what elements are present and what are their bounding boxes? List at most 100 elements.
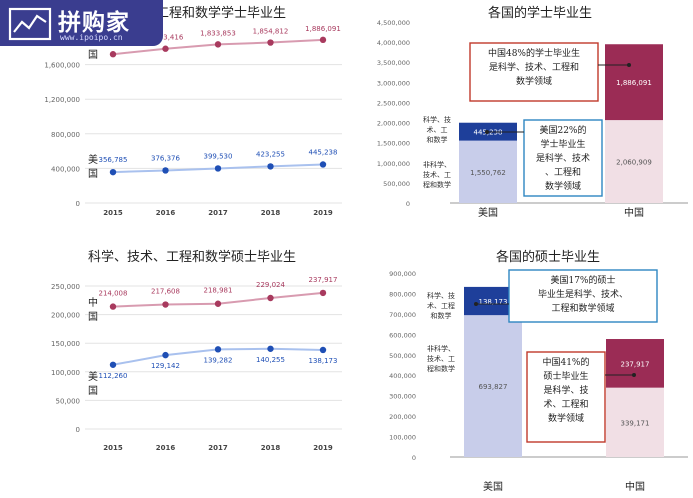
legend-label: 和数学 (431, 311, 452, 320)
series-name-label: 美 (88, 153, 98, 166)
x-tick-label: 2017 (208, 444, 228, 452)
logo-url: www.ipoipo.cn (60, 33, 123, 42)
data-point (319, 36, 327, 44)
y-tick-label: 500,000 (389, 352, 416, 360)
legend-label: 技术、工 (427, 354, 455, 363)
y-tick-label: 4,500,000 (377, 19, 410, 27)
y-tick-label: 250,000 (51, 283, 80, 291)
y-tick-label: 3,000,000 (377, 79, 410, 87)
data-point (109, 51, 117, 58)
series-name-label: 国 (88, 49, 98, 61)
bar-segment (459, 140, 517, 203)
data-label: 339,171 (621, 419, 650, 427)
annotation-text: 数学领域 (545, 180, 581, 192)
data-point (109, 168, 117, 176)
data-point (162, 301, 169, 308)
bar-chart-svg: 0 100,000 200,000 300,000 400,000 500,000 600,… (389, 269, 688, 493)
data-label: 129,142 (151, 362, 180, 370)
data-point (109, 303, 117, 310)
y-tick-label: 0 (406, 200, 410, 208)
annotation-pointer-dot (632, 373, 636, 377)
annotation-text: 是科学、技术 (536, 152, 590, 164)
y-tick-label: 1,600,000 (44, 62, 80, 70)
data-point (109, 361, 117, 368)
legend-label: 术、工 (427, 125, 448, 134)
bar-chart-svg: 0 500,000 1,000,000 1,500,000 2,000,000 2,500… (377, 19, 688, 219)
series-name-label: 国 (88, 168, 98, 180)
legend-label: 科学、技 (427, 291, 455, 300)
line-chart-svg: 0 50,000 100,000 150,000 200,000 250,000 2015 2… (51, 276, 342, 452)
legend-label: 程和数学 (427, 364, 455, 373)
data-label: 1,886,091 (616, 79, 652, 87)
annotation-text: 美国17%的硕士 (550, 274, 615, 286)
legend-label: 科学、技 (423, 115, 451, 124)
data-label: 2,060,909 (616, 159, 652, 167)
y-tick-label: 500,000 (383, 180, 410, 188)
y-tick-label: 200,000 (389, 413, 416, 421)
series-name-label: 国 (88, 311, 98, 323)
x-category-label: 美国 (483, 480, 503, 493)
data-label: 1,833,853 (200, 29, 236, 37)
data-point (162, 351, 169, 359)
data-label: 356,785 (99, 156, 128, 164)
data-label: 376,376 (151, 154, 180, 162)
data-point (162, 45, 169, 52)
annotation-text: 、工程和 (545, 167, 581, 178)
annotation-box (526, 351, 606, 443)
y-tick-label: 100,000 (389, 434, 416, 442)
data-label: 138,173 (479, 298, 508, 306)
site-logo: 拼购家 www.ipoipo.cn (0, 0, 163, 46)
data-label: 445,238 (309, 148, 338, 156)
annotation-box (469, 42, 599, 102)
data-point (267, 39, 274, 46)
y-tick-label: 100,000 (51, 369, 80, 377)
data-point (267, 345, 274, 352)
y-tick-label: 400,000 (51, 165, 80, 173)
data-label: 399,530 (204, 152, 233, 160)
annotation-text: 学士毕业生 (540, 138, 585, 150)
data-point (267, 294, 274, 302)
y-tick-label: 0 (76, 200, 80, 208)
logo-text: 拼购家 (58, 10, 130, 36)
annotation-text: 硕士毕业生 (543, 370, 588, 382)
annotation-text: 数学领域 (516, 75, 552, 87)
x-tick-label: 2018 (261, 209, 281, 217)
x-tick-label: 2016 (156, 209, 176, 217)
annotation-text: 工程和数学领域 (551, 302, 614, 314)
x-tick-label: 2019 (313, 209, 333, 217)
x-tick-label: 2015 (103, 209, 123, 217)
y-tick-label: 300,000 (389, 393, 416, 401)
data-label: 214,008 (99, 290, 128, 298)
annotation-pointer-dot (474, 302, 478, 306)
logo-chart-icon (8, 7, 52, 41)
legend-label: 技术、工 (423, 170, 451, 179)
y-tick-label: 1,500,000 (377, 140, 410, 148)
y-tick-label: 1,000,000 (377, 160, 410, 168)
bar-segment (605, 44, 663, 121)
data-point (214, 165, 222, 172)
y-tick-label: 700,000 (389, 311, 416, 319)
data-point (162, 167, 169, 174)
data-label: 237,917 (309, 276, 338, 284)
data-label: 1,783,416 (148, 34, 184, 42)
annotation-text: 数学领域 (548, 412, 584, 424)
bar-segment (606, 339, 664, 388)
legend-label: 非科学、 (427, 344, 455, 353)
x-tick-label: 2018 (261, 444, 281, 452)
annotation-text: 是科学、技 (543, 384, 588, 396)
legend-label: 程和数学 (423, 180, 451, 189)
annotation-text: 术、工程和 (543, 398, 588, 410)
y-tick-label: 0 (412, 454, 416, 462)
chart-title: 科学、技术、工程和数学硕士毕业生 (88, 250, 297, 265)
y-tick-label: 400,000 (389, 372, 416, 380)
data-label: 218,981 (204, 287, 233, 295)
line-chart-svg: 0 400,000 800,000 1,200,000 1,600,000 2015 201… (44, 25, 342, 217)
annotation-text: 是科学、技术、工程和 (489, 61, 579, 73)
data-point (214, 300, 222, 307)
data-label: 1,886,091 (305, 25, 341, 33)
chart-title: 各国的硕士毕业生 (496, 250, 601, 265)
data-label: 140,255 (256, 356, 285, 364)
legend-label: 术、工程 (427, 301, 455, 310)
x-tick-label: 2015 (103, 444, 123, 452)
legend-label: 非科学、 (423, 160, 451, 169)
